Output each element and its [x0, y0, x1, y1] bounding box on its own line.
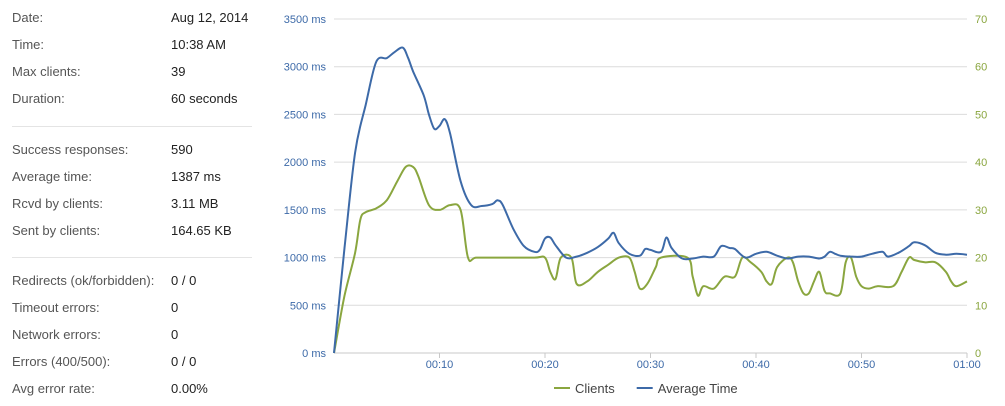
x-tick-label: 00:40 — [742, 359, 770, 371]
y-right-tick-label: 60 — [975, 62, 987, 74]
stat-row: Avg error rate: 0.00% — [12, 381, 252, 401]
stat-label: Average time: — [12, 169, 92, 184]
stat-label: Sent by clients: — [12, 223, 101, 238]
y-right-tick-label: 40 — [975, 157, 987, 169]
clients-series-line — [333, 164, 968, 354]
stat-label: Success responses: — [12, 142, 129, 157]
stat-row: Redirects (ok/forbidden): 0 / 0 — [12, 273, 252, 293]
chart-svg: 0 ms 0 500 ms 10 1000 ms 20 1500 ms 30 2000 ms 40… — [284, 14, 987, 396]
y-left-tick-label: 2000 ms — [284, 157, 327, 169]
stat-row: Network errors: 0 — [12, 327, 252, 347]
stat-value: 60 seconds — [171, 91, 238, 106]
x-tick-label: 00:30 — [637, 359, 665, 371]
y-right-tick-label: 10 — [975, 300, 987, 312]
x-tick-label: 01:00 — [953, 359, 981, 371]
stat-value: 10:38 AM — [171, 37, 226, 52]
y-left-tick-label: 2500 ms — [284, 109, 327, 121]
y-right-tick-label: 50 — [975, 109, 987, 121]
stat-value: 0 — [171, 300, 179, 315]
stat-row: Timeout errors: 0 — [12, 300, 252, 320]
x-tick-label: 00:10 — [426, 359, 454, 371]
stat-label: Rcvd by clients: — [12, 196, 104, 211]
stat-label: Network errors: — [12, 327, 101, 342]
y-right-tick-label: 30 — [975, 205, 987, 217]
stat-label: Date: — [12, 10, 44, 25]
stat-value: 0.00% — [171, 381, 208, 396]
stat-label: Timeout errors: — [12, 300, 100, 315]
stat-value: 0 / 0 — [171, 354, 197, 369]
stat-row: Duration: 60 seconds — [12, 91, 252, 111]
y-right-tick-label: 0 — [975, 348, 981, 360]
x-tick-label: 00:50 — [848, 359, 876, 371]
stat-row: Errors (400/500): 0 / 0 — [12, 354, 252, 374]
divider — [12, 126, 252, 127]
load-test-chart: 0 ms 0 500 ms 10 1000 ms 20 1500 ms 30 2000 ms 40… — [260, 0, 1005, 401]
stat-label: Avg error rate: — [12, 381, 95, 396]
y-left-tick-label: 1500 ms — [284, 205, 327, 217]
x-tick-label: 00:20 — [531, 359, 559, 371]
legend-clients-label: Clients — [575, 381, 615, 396]
y-left-tick-label: 3500 ms — [284, 14, 327, 26]
y-left-tick-label: 3000 ms — [284, 62, 327, 74]
stat-label: Max clients: — [12, 64, 81, 79]
stat-value: 0 — [171, 327, 179, 342]
stat-value: 164.65 KB — [171, 223, 232, 238]
average-time-series-line — [333, 46, 968, 354]
stat-row: Rcvd by clients: 3.11 MB — [12, 196, 252, 216]
stat-value: 39 — [171, 64, 186, 79]
stat-row: Time: 10:38 AM — [12, 37, 252, 57]
stat-value: 590 — [171, 142, 193, 157]
stat-row: Average time: 1387 ms — [12, 169, 252, 189]
stats-panel: Date: Aug 12, 2014 Time: 10:38 AM Max client… — [0, 0, 260, 401]
y-right-tick-label: 20 — [975, 253, 987, 265]
stat-value: 1387 ms — [171, 169, 221, 184]
stat-row: Success responses: 590 — [12, 142, 252, 162]
stat-label: Errors (400/500): — [12, 354, 111, 369]
legend-average-time-label: Average Time — [658, 381, 738, 396]
stat-label: Time: — [12, 37, 45, 52]
stat-row: Sent by clients: 164.65 KB — [12, 223, 252, 243]
y-left-tick-label: 0 ms — [302, 348, 326, 360]
stat-value: Aug 12, 2014 — [171, 10, 249, 25]
stat-value: 0 / 0 — [171, 273, 197, 288]
y-left-tick-label: 500 ms — [290, 300, 327, 312]
stat-row: Date: Aug 12, 2014 — [12, 10, 252, 30]
stat-label: Redirects (ok/forbidden): — [12, 273, 155, 288]
stat-value: 3.11 MB — [171, 196, 219, 211]
y-right-tick-label: 70 — [975, 14, 987, 26]
stat-label: Duration: — [12, 91, 65, 106]
divider — [12, 257, 252, 258]
y-left-tick-label: 1000 ms — [284, 253, 327, 265]
stat-row: Max clients: 39 — [12, 64, 252, 84]
